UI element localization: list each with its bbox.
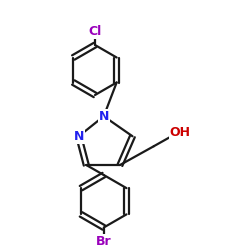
Text: N: N: [74, 130, 84, 143]
Text: Br: Br: [96, 235, 112, 248]
Text: N: N: [98, 110, 109, 123]
Text: Cl: Cl: [88, 25, 102, 38]
Text: OH: OH: [170, 126, 190, 139]
